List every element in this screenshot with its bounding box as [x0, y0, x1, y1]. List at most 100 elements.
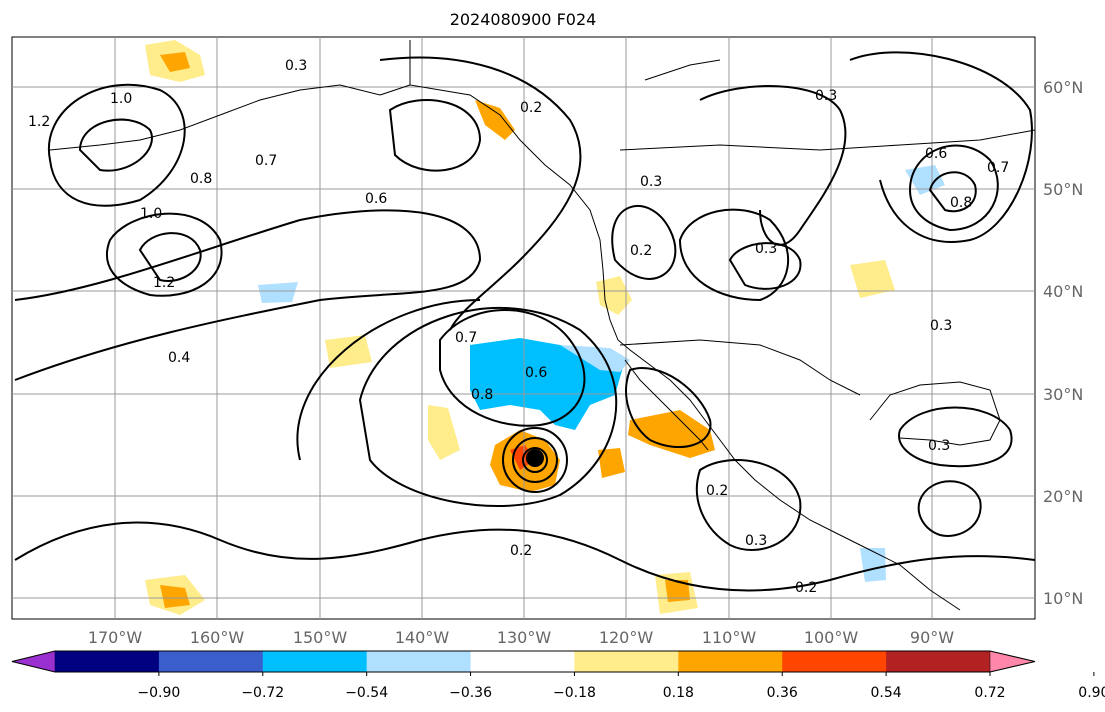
lat-label: 60°N [1043, 78, 1083, 97]
contour-label: 0.8 [950, 195, 972, 211]
contour-label: 0.2 [795, 580, 817, 596]
contour-label: 0.3 [815, 88, 837, 104]
lat-label: 20°N [1043, 487, 1083, 506]
north-america-west-coast [409, 40, 961, 611]
lon-label: 170°W [88, 628, 143, 647]
contour-label: 0.2 [520, 100, 542, 116]
positive-anomaly-region-coast [596, 276, 632, 315]
longitude-labels: 170°W 160°W 150°W 140°W 130°W 120°W 110°… [88, 628, 954, 647]
contour-line [379, 56, 582, 331]
lat-label: 50°N [1043, 180, 1083, 199]
colorbar-bin [782, 651, 887, 672]
lon-label: 100°W [804, 628, 859, 647]
contour-line [439, 309, 586, 427]
lat-label: 40°N [1043, 282, 1083, 301]
colorbar-extend-low [11, 650, 56, 673]
lon-label: 90°W [910, 628, 954, 647]
contour-line [898, 406, 1013, 468]
contour-line [917, 480, 982, 537]
colorbar-bin [574, 651, 679, 672]
positive-anomaly-region-alaska [475, 100, 515, 140]
lon-label: 120°W [599, 628, 654, 647]
contour-label: 1.0 [140, 206, 162, 222]
contour-line [699, 85, 847, 246]
contour-label: 0.7 [455, 330, 477, 346]
latitude-labels: 60°N 50°N 40°N 30°N 20°N 10°N [1043, 78, 1083, 608]
contour-line [928, 171, 977, 213]
lat-label: 30°N [1043, 385, 1083, 404]
contour-label: 0.6 [525, 365, 547, 381]
negative-anomaly-region-gulf [860, 548, 886, 582]
contour-label: 0.3 [755, 241, 777, 257]
contour-label: 0.3 [928, 438, 950, 454]
colorbar-tick-label: 0.36 [767, 685, 798, 701]
positive-anomaly-region-mexico [598, 448, 625, 478]
contour-label: 0.3 [745, 533, 767, 549]
lon-label: 150°W [293, 628, 348, 647]
contour-label: 0.4 [168, 350, 190, 366]
lon-label: 110°W [702, 628, 757, 647]
gulf-of-mexico-coast [869, 381, 1001, 446]
lon-label: 160°W [190, 628, 245, 647]
colorbar-bin [678, 651, 783, 672]
colorbar-extend-high [989, 650, 1036, 673]
contour-label: 0.6 [365, 191, 387, 207]
contour-label: 0.2 [510, 543, 532, 559]
map-panel: 0.3 1.2 1.0 0.7 0.8 1.0 0.6 1.2 0.4 0.7 … [11, 36, 1036, 620]
positive-anomaly-region-west [428, 405, 460, 460]
contour-line [502, 427, 568, 493]
graticule [12, 37, 1035, 619]
canada-us-border [619, 129, 1036, 151]
colorbar-tick-label: 0.72 [974, 685, 1005, 701]
contour-label: 0.3 [285, 58, 307, 74]
contour-line [611, 205, 677, 280]
colorbar-ticks: −0.90 −0.72 −0.54 −0.36 −0.18 0.18 0.36 0.54 0.7… [137, 672, 1105, 701]
contour-label: 0.6 [925, 146, 947, 162]
negative-anomaly-region-pacific [258, 282, 298, 303]
positive-anomaly-core-tropics [665, 580, 690, 602]
colorbar-tick-label: 0.18 [663, 685, 694, 701]
figure-title: 2024080900 F024 [450, 10, 597, 29]
colorbar-outline [11, 650, 1036, 673]
contour-line [47, 83, 186, 207]
colorbar-tick-label: −0.72 [241, 685, 284, 701]
arctic-coast [644, 59, 721, 81]
colorbar-bin [470, 651, 575, 672]
colorbar-tick-label: −0.18 [553, 685, 596, 701]
colorbar-tick-label: 0.54 [871, 685, 902, 701]
contour-line [695, 459, 802, 551]
contour-label: 1.0 [110, 91, 132, 107]
contour-label: 0.7 [987, 160, 1009, 176]
colorbar-bin [158, 651, 264, 672]
lon-label: 130°W [497, 628, 552, 647]
positive-anomaly-core-south [160, 585, 190, 608]
contour-label: 0.8 [471, 387, 493, 403]
contour-label: 0.7 [255, 153, 277, 169]
aleutian-islands [49, 84, 411, 151]
contour-label: 1.2 [153, 275, 175, 291]
negative-anomaly-region-east [905, 165, 945, 195]
contour-line [296, 299, 481, 461]
contour-line [14, 209, 482, 381]
contour-label: 0.8 [190, 171, 212, 187]
colorbar-bin [366, 651, 472, 672]
contour-label: 0.3 [640, 174, 662, 190]
colorbar-tick-label: −0.54 [345, 685, 388, 701]
colorbar-bin [55, 651, 160, 672]
contour-line [388, 99, 482, 172]
contour-line [138, 232, 202, 282]
contour-label: 0.2 [706, 483, 728, 499]
contour-line [849, 51, 1033, 243]
contour-line [512, 437, 558, 483]
contour-line [78, 118, 153, 172]
contour-label: 0.3 [930, 318, 952, 334]
tropical-cyclone-center-icon [526, 449, 544, 467]
contour-line [522, 447, 548, 473]
coastlines [49, 40, 1036, 611]
contour-line [728, 242, 802, 290]
contour-line [678, 208, 789, 302]
colorbar-bin [886, 651, 991, 672]
lat-label: 10°N [1043, 589, 1083, 608]
contour-line [625, 367, 712, 449]
